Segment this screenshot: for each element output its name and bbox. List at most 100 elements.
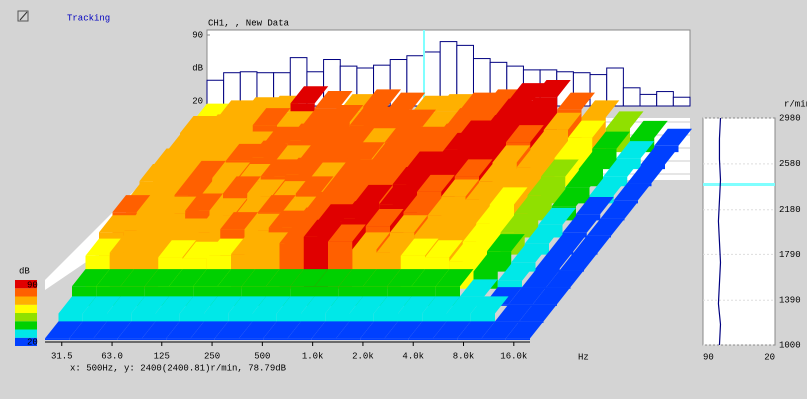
cell-top [241,269,280,287]
cell-top [403,195,442,213]
cell-top [508,83,547,101]
cell-top [174,177,213,196]
cell-top [301,109,339,127]
cell-top [45,321,83,339]
cell-top [293,207,331,225]
cell [82,296,121,323]
cell-top [589,178,628,196]
cell-front [263,338,288,340]
cell-top [320,177,358,196]
cell-top [551,189,590,207]
cell-front [422,313,447,323]
cell-top [363,89,401,107]
colorbar-label: dB [19,266,30,276]
legend-swatch [15,296,37,305]
cell-top [522,270,560,288]
icon-frame[interactable] [17,10,29,22]
cell-top [239,321,277,339]
cell-top [400,238,439,256]
cell-top [179,296,218,314]
cell-top [384,125,423,143]
cell-top [373,296,412,314]
x-tick-label: 16.0k [500,351,527,361]
cell-top [489,187,528,205]
cell-front [311,338,336,340]
cell-front [373,313,398,323]
cell-front [349,313,374,323]
cell-top [317,204,355,222]
cell-top [465,182,504,200]
window-title: Tracking [67,13,110,23]
cell-top [573,235,611,254]
cell-top [242,97,280,115]
cell-top [449,244,487,262]
cell [373,296,412,323]
x-tick-label: 125 [154,351,170,361]
bar [606,67,624,107]
cell-top [470,296,509,314]
cell [107,296,145,323]
cell-top [398,109,436,127]
cell-top [417,174,455,192]
y-tick-label: 1000 [779,340,801,350]
cell [325,296,363,323]
y-tick-label: 2980 [779,113,801,123]
cell [398,296,436,323]
cell-front [107,313,132,323]
cell-top [72,269,110,287]
cell-top [252,296,291,314]
cell-top [107,296,145,314]
x-tick-label: 8.0k [453,351,475,361]
x-tick-label: 250 [204,351,220,361]
legend-swatch [15,329,37,338]
cell-front [117,338,142,340]
app-icon[interactable] [17,10,29,22]
cell [45,321,83,340]
cell-top [503,168,541,186]
cell-top [371,143,409,161]
cell-top [301,296,339,314]
cell-top [543,112,582,130]
cell-top [462,224,501,242]
cell-top [338,269,377,287]
cell [239,321,277,340]
bar [639,93,658,107]
cell-top [433,321,471,339]
cell-top [446,108,485,126]
cell [301,296,339,323]
plot-area [702,117,776,346]
cell-front [457,338,482,340]
legend-swatch [15,288,37,297]
cell-top [96,269,134,287]
cell-top [271,181,310,199]
cell-top [468,135,506,154]
bar [622,87,641,107]
cell-front [69,338,94,340]
cell-top [495,304,533,322]
cell-top [188,160,226,178]
cell-top [616,141,655,159]
cell-top [454,159,493,177]
cell-top [392,166,431,185]
x-tick-label: 31.5 [51,351,73,361]
cell-top [627,166,665,184]
cell-top [349,108,388,126]
cell-top [505,321,544,339]
y-tick-label: 2580 [779,159,801,169]
cell-top [524,226,563,244]
cell-top [379,187,417,205]
cell-top [581,100,620,118]
cell-top [109,235,148,253]
cell-top [225,143,264,161]
cell-top [613,183,652,201]
x-tick-label: 1.0k [302,351,324,361]
bar [656,91,674,107]
cell [69,321,107,340]
cell-top [276,296,315,314]
cell-top [514,196,552,214]
cell-top [220,212,258,230]
cell-top [120,269,159,287]
cell-front [287,338,312,340]
cell-top [123,213,161,231]
cell-top [554,140,593,158]
